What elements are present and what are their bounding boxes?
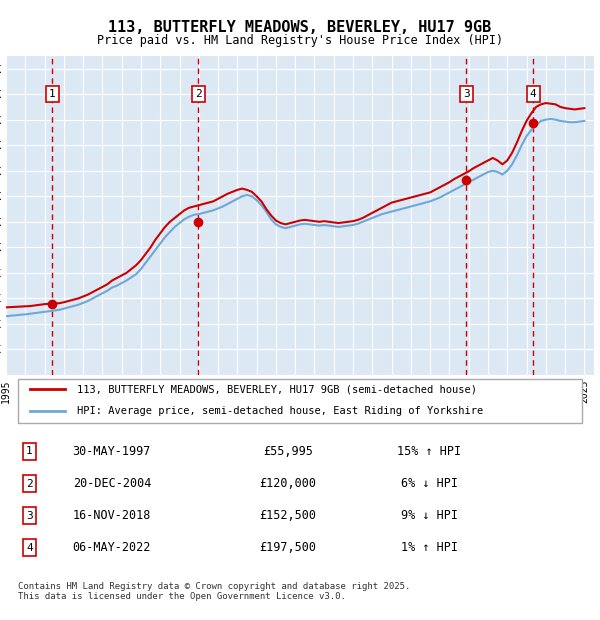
Text: 1% ↑ HPI: 1% ↑ HPI (401, 541, 458, 554)
Text: HPI: Average price, semi-detached house, East Riding of Yorkshire: HPI: Average price, semi-detached house,… (77, 406, 483, 416)
Text: £197,500: £197,500 (260, 541, 317, 554)
Text: 06-MAY-2022: 06-MAY-2022 (73, 541, 151, 554)
Text: Price paid vs. HM Land Registry's House Price Index (HPI): Price paid vs. HM Land Registry's House … (97, 34, 503, 46)
Text: £152,500: £152,500 (260, 509, 317, 522)
Text: 4: 4 (26, 542, 33, 553)
Text: £55,995: £55,995 (263, 445, 313, 458)
Text: 30-MAY-1997: 30-MAY-1997 (73, 445, 151, 458)
Text: 1: 1 (26, 446, 33, 456)
Text: Contains HM Land Registry data © Crown copyright and database right 2025.
This d: Contains HM Land Registry data © Crown c… (18, 582, 410, 601)
Text: 3: 3 (26, 511, 33, 521)
Text: 2: 2 (26, 479, 33, 489)
Text: 6% ↓ HPI: 6% ↓ HPI (401, 477, 458, 490)
Text: 1: 1 (49, 89, 56, 99)
Text: 9% ↓ HPI: 9% ↓ HPI (401, 509, 458, 522)
FancyBboxPatch shape (18, 379, 582, 423)
Text: 113, BUTTERFLY MEADOWS, BEVERLEY, HU17 9GB: 113, BUTTERFLY MEADOWS, BEVERLEY, HU17 9… (109, 20, 491, 35)
Text: 3: 3 (463, 89, 470, 99)
Text: £120,000: £120,000 (260, 477, 317, 490)
Text: 20-DEC-2004: 20-DEC-2004 (73, 477, 151, 490)
Text: 2: 2 (195, 89, 202, 99)
Text: 16-NOV-2018: 16-NOV-2018 (73, 509, 151, 522)
Text: 4: 4 (530, 89, 536, 99)
Text: 113, BUTTERFLY MEADOWS, BEVERLEY, HU17 9GB (semi-detached house): 113, BUTTERFLY MEADOWS, BEVERLEY, HU17 9… (77, 384, 476, 394)
Text: 15% ↑ HPI: 15% ↑ HPI (397, 445, 461, 458)
